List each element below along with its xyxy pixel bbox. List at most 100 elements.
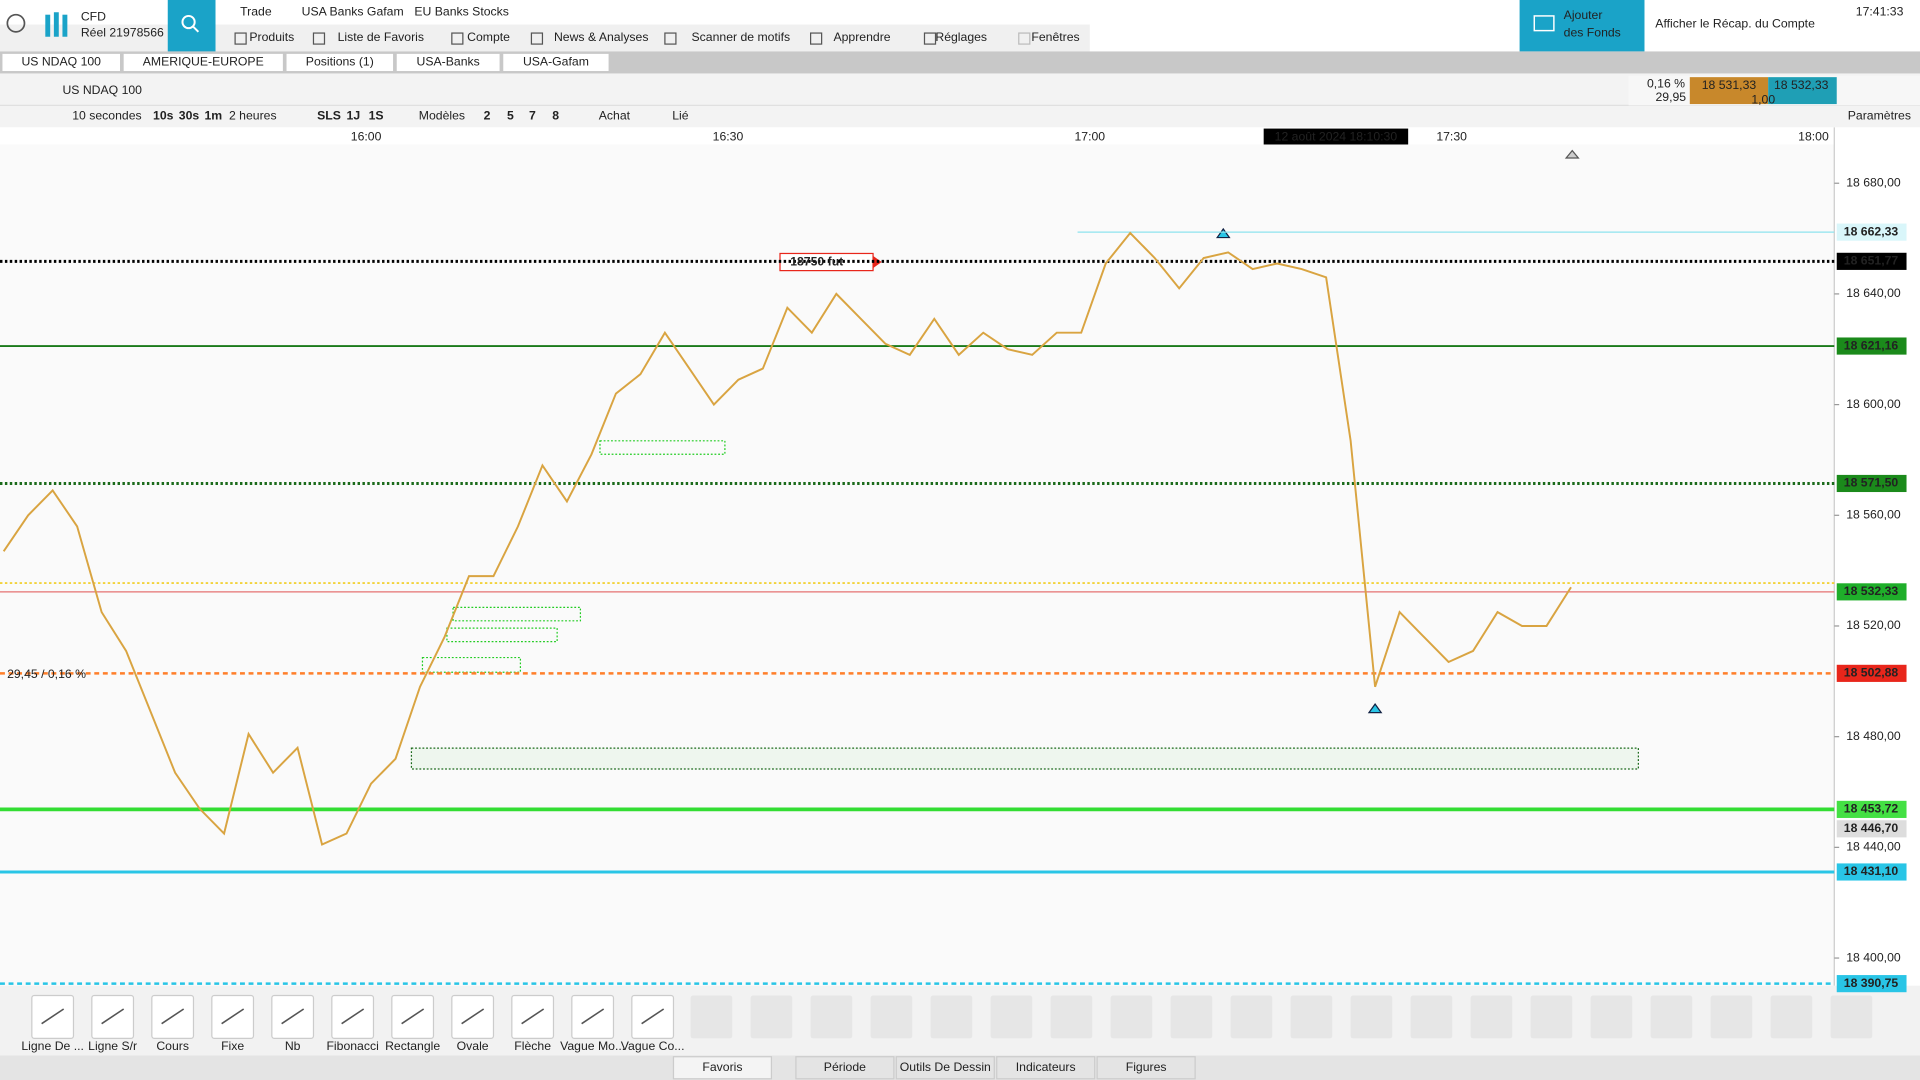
- menu-icon: [234, 32, 247, 45]
- ask-box[interactable]: [1768, 77, 1837, 105]
- tool-label: Flèche: [514, 1039, 551, 1053]
- menu-item[interactable]: Liste de Favoris: [338, 30, 424, 44]
- empty-slot: [1830, 995, 1873, 1039]
- toolbar-item[interactable]: 10s: [153, 109, 174, 123]
- bottom-tab-label: Période: [824, 1060, 866, 1074]
- bottom-tab[interactable]: [795, 1056, 895, 1080]
- bid[interactable]: 18 531,33: [1702, 78, 1757, 92]
- empty-slot: [810, 995, 853, 1039]
- logo: [53, 12, 59, 37]
- toolbar-item[interactable]: 30s: [179, 109, 200, 123]
- toolbar-item[interactable]: 7: [529, 109, 536, 123]
- toolbar-item[interactable]: 5: [507, 109, 514, 123]
- scroll-marker[interactable]: [1564, 149, 1580, 159]
- toolbar-item[interactable]: Paramètres: [1848, 109, 1911, 123]
- level-label-bg: [1836, 337, 1907, 355]
- workspace-tab[interactable]: [2, 53, 120, 72]
- level-label: 18 651,77: [1844, 254, 1899, 268]
- toolbar-item[interactable]: SLS: [317, 109, 341, 123]
- menu-item[interactable]: Réglages: [935, 30, 987, 44]
- plot-area: [0, 144, 1835, 986]
- ask[interactable]: 18 532,33: [1774, 78, 1829, 92]
- toolbar-item[interactable]: 2: [484, 109, 491, 123]
- tool-icon: [581, 1008, 605, 1025]
- toolbar-item[interactable]: 10 secondes: [72, 109, 141, 123]
- empty-slot: [1170, 995, 1213, 1039]
- wallet-icon: [1533, 15, 1555, 32]
- x-tick-label: 16:30: [713, 129, 744, 143]
- bid-box[interactable]: [1689, 77, 1769, 105]
- tool-icon: [401, 1008, 425, 1025]
- bottom-tab[interactable]: [1096, 1056, 1196, 1080]
- level-label-bg: [1836, 820, 1907, 838]
- toolbar-item[interactable]: Modèles: [419, 109, 465, 123]
- toolbar-item[interactable]: 1m: [204, 109, 222, 123]
- add-funds-button[interactable]: [1519, 0, 1645, 52]
- menu-item[interactable]: Scanner de motifs: [692, 30, 791, 44]
- level-label-bg: [1836, 252, 1907, 270]
- tool-icon: [341, 1008, 365, 1025]
- empty-slot: [990, 995, 1033, 1039]
- empty-slot: [1290, 995, 1333, 1039]
- y-tick-label: 18 560,00: [1846, 508, 1901, 522]
- bottom-tab[interactable]: [672, 1056, 773, 1080]
- logo: [45, 14, 51, 37]
- toolbar-item[interactable]: 1S: [369, 109, 384, 123]
- tab[interactable]: Trade: [240, 4, 272, 18]
- level-label-bg: [1836, 863, 1907, 881]
- change-pct: 0,16 %: [1647, 77, 1685, 91]
- x-tick-label: 17:30: [1436, 129, 1467, 143]
- toolbar-item[interactable]: 1J: [347, 109, 361, 123]
- workspace-tab[interactable]: [503, 53, 609, 72]
- empty-slot: [1530, 995, 1573, 1039]
- empty-slot: [1050, 995, 1093, 1039]
- add-funds[interactable]: des Fonds: [1564, 25, 1621, 39]
- workspace-label: Positions (1): [306, 55, 374, 69]
- summary-link[interactable]: Afficher le Récap. du Compte: [1655, 17, 1815, 31]
- toolbar-item[interactable]: Achat: [599, 109, 631, 123]
- menu-item[interactable]: Fenêtres: [1031, 30, 1079, 44]
- menu-item[interactable]: Apprendre: [833, 30, 890, 44]
- empty-slot: [870, 995, 913, 1039]
- annotation[interactable]: 18750 fut: [790, 254, 843, 268]
- search-button[interactable]: [167, 0, 216, 52]
- y-tick-label: 18 400,00: [1846, 950, 1901, 964]
- workspace-tab[interactable]: [286, 53, 394, 72]
- y-tick-label: 18 640,00: [1846, 286, 1901, 300]
- workspace-tab[interactable]: [396, 53, 500, 72]
- workspace-tab[interactable]: [123, 53, 283, 72]
- tool-label: Cours: [156, 1039, 189, 1053]
- zone: [599, 440, 726, 455]
- menu-icon: [1018, 32, 1031, 45]
- level-label: 18 571,50: [1844, 476, 1899, 490]
- bottom-tab[interactable]: [996, 1056, 1096, 1080]
- toolbar-item[interactable]: 8: [552, 109, 559, 123]
- clock: 17:41:33: [1856, 4, 1904, 18]
- zone: [452, 606, 582, 622]
- empty-slot: [1110, 995, 1153, 1039]
- menu-item[interactable]: Produits: [249, 30, 294, 44]
- toolbar-item[interactable]: Lié: [672, 109, 689, 123]
- level-label: 18 446,70: [1844, 821, 1899, 835]
- bottom-tab-label: Favoris: [702, 1060, 742, 1074]
- bottom-tab[interactable]: [895, 1056, 995, 1080]
- menu-item[interactable]: News & Analyses: [554, 30, 649, 44]
- menu-item[interactable]: Compte: [467, 30, 510, 44]
- signal-marker: [1367, 703, 1383, 714]
- menu-icon: [810, 32, 823, 45]
- level-label: 18 621,16: [1844, 338, 1899, 352]
- tool-label: Vague Mo...: [560, 1039, 625, 1053]
- tab[interactable]: USA Banks Gafam: [302, 4, 404, 18]
- add-funds[interactable]: Ajouter: [1564, 8, 1603, 22]
- empty-slot: [1410, 995, 1453, 1039]
- y-tick-label: 18 480,00: [1846, 729, 1901, 743]
- signal-marker: [1215, 227, 1231, 239]
- tool-icon: [101, 1008, 125, 1025]
- bottom-tab-label: Indicateurs: [1016, 1060, 1076, 1074]
- user-icon[interactable]: [6, 13, 26, 33]
- tool-label: Ovale: [457, 1039, 489, 1053]
- tab[interactable]: EU Banks Stocks: [414, 4, 509, 18]
- toolbar-item[interactable]: 2 heures: [229, 109, 277, 123]
- empty-slot: [1710, 995, 1753, 1039]
- empty-slot: [750, 995, 793, 1039]
